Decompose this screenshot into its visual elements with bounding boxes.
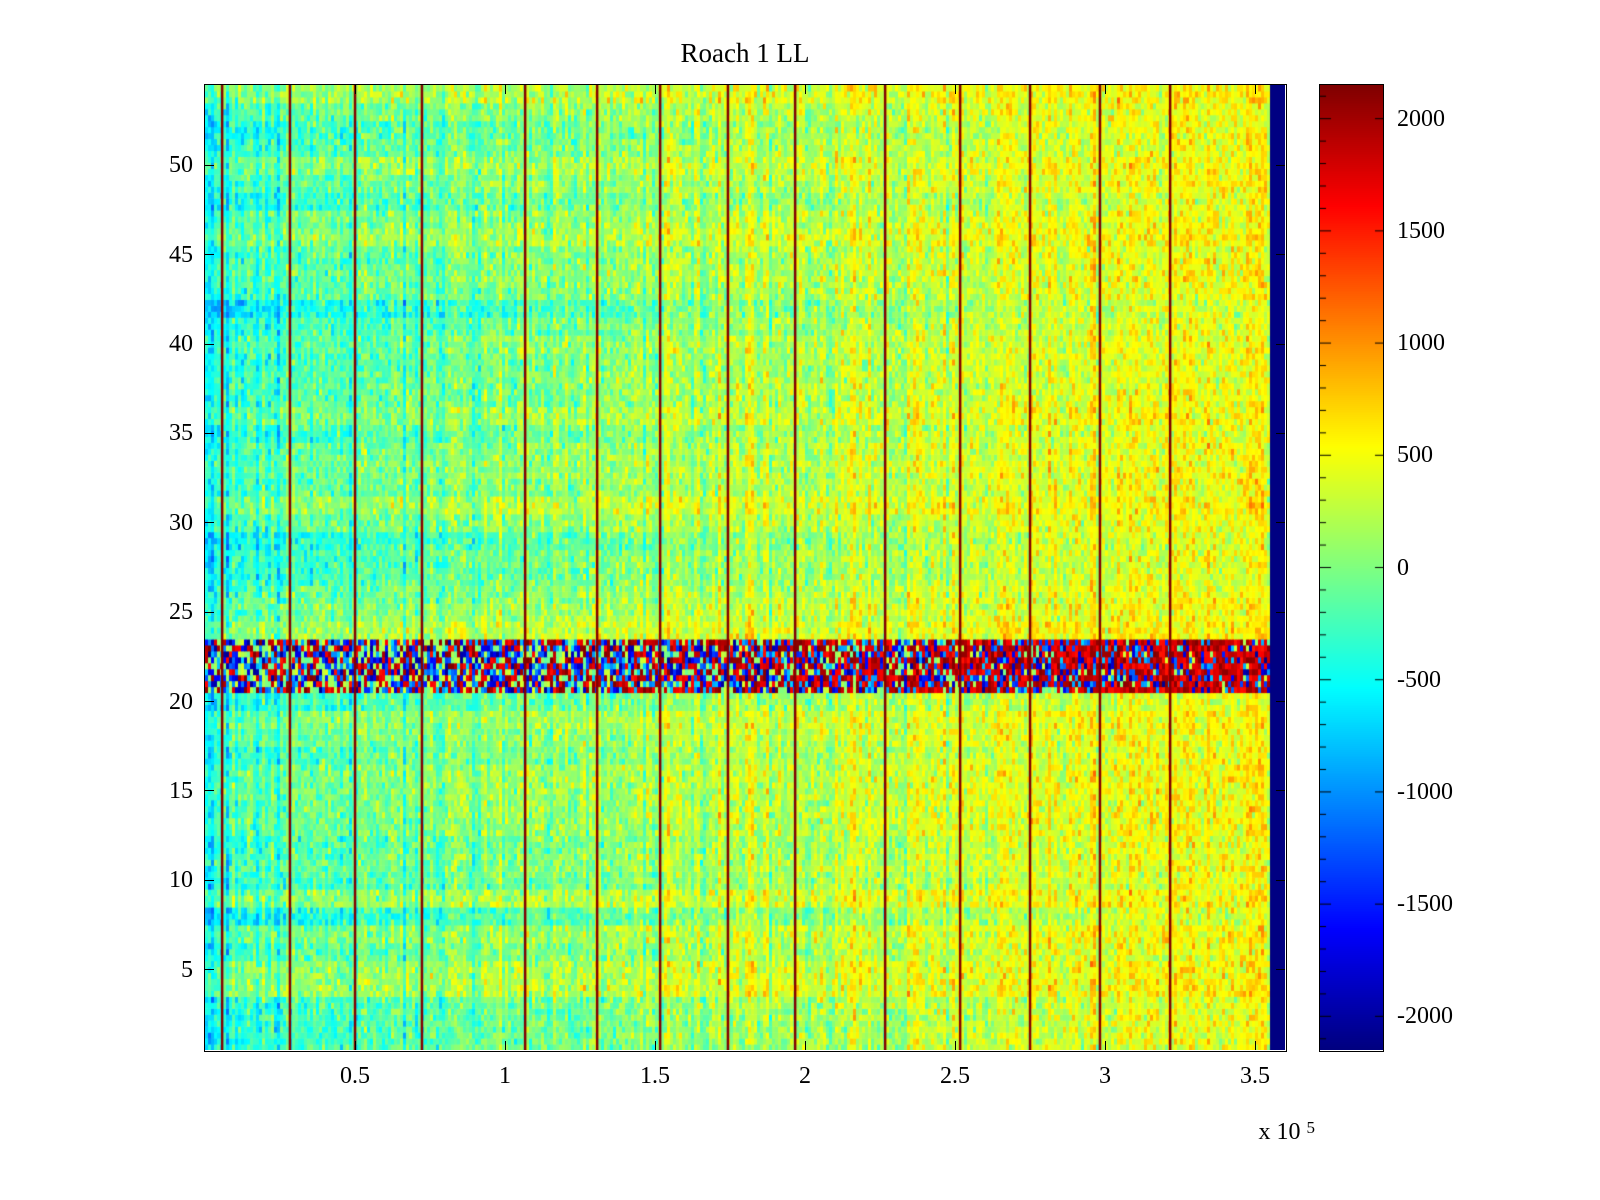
y-tick-right <box>1276 969 1285 971</box>
y-tick-right <box>1276 343 1285 345</box>
colorbar-tick-label: -2000 <box>1397 1003 1453 1030</box>
x-tick <box>654 1041 656 1050</box>
y-tick <box>205 969 214 971</box>
y-tick-right <box>1276 522 1285 524</box>
y-tick-label: 50 <box>169 152 193 179</box>
y-tick-label: 40 <box>169 331 193 358</box>
y-tick <box>205 701 214 703</box>
colorbar-tick-label: 1500 <box>1397 217 1445 244</box>
exponent-value: 5 <box>1306 1118 1316 1137</box>
x-tick-label: 2.5 <box>940 1063 970 1089</box>
y-tick <box>205 432 214 434</box>
y-tick-right <box>1276 611 1285 613</box>
x-tick-top <box>504 85 506 94</box>
x-tick <box>954 1041 956 1050</box>
colorbar-tick-label: 0 <box>1397 554 1409 581</box>
y-tick-right <box>1276 879 1285 881</box>
x-tick <box>1254 1041 1256 1050</box>
x-tick-label: 3.5 <box>1240 1063 1270 1089</box>
y-tick-label: 25 <box>169 599 193 626</box>
y-tick <box>205 164 214 166</box>
y-tick <box>205 254 214 256</box>
x-tick-label: 2 <box>799 1063 811 1089</box>
y-tick <box>205 879 214 881</box>
y-tick-label: 35 <box>169 420 193 447</box>
exponent-prefix: x 10 <box>1258 1119 1301 1145</box>
y-tick-right <box>1276 254 1285 256</box>
x-tick-label: 1.5 <box>640 1063 670 1089</box>
x-tick-top <box>954 85 956 94</box>
x-tick <box>354 1041 356 1050</box>
x-tick-label: 0.5 <box>340 1063 370 1089</box>
y-tick-right <box>1276 790 1285 792</box>
x-axis-exponent-label: x 10 5 <box>1205 1118 1316 1146</box>
x-tick-top <box>1254 85 1256 94</box>
y-tick-label: 30 <box>169 509 193 536</box>
chart-title: Roach 1 LL <box>680 38 810 68</box>
y-tick <box>205 611 214 613</box>
y-tick-label: 20 <box>169 688 193 715</box>
heatmap-canvas <box>205 85 1285 1050</box>
colorbar-tick-label: -1500 <box>1397 891 1453 918</box>
x-tick-label: 3 <box>1099 1063 1111 1089</box>
x-tick <box>804 1041 806 1050</box>
colorbar-tick-label: 1000 <box>1397 330 1445 357</box>
colorbar-tick-label: -1000 <box>1397 778 1453 805</box>
y-tick-right <box>1276 432 1285 434</box>
y-tick <box>205 790 214 792</box>
y-tick-label: 45 <box>169 241 193 268</box>
x-tick <box>1104 1041 1106 1050</box>
x-tick-top <box>654 85 656 94</box>
x-tick <box>504 1041 506 1050</box>
x-tick-top <box>354 85 356 94</box>
colorbar-tick-label: -500 <box>1397 666 1441 693</box>
y-tick-right <box>1276 164 1285 166</box>
colorbar-canvas <box>1320 85 1383 1050</box>
y-tick <box>205 343 214 345</box>
y-tick-label: 15 <box>169 777 193 804</box>
colorbar-tick-label: 2000 <box>1397 105 1445 132</box>
y-tick-label: 10 <box>169 867 193 894</box>
x-tick-top <box>1104 85 1106 94</box>
y-tick-right <box>1276 701 1285 703</box>
x-tick-label: 1 <box>499 1063 511 1089</box>
y-tick <box>205 522 214 524</box>
colorbar-tick-label: 500 <box>1397 442 1433 469</box>
y-tick-label: 5 <box>181 956 193 983</box>
x-tick-top <box>804 85 806 94</box>
